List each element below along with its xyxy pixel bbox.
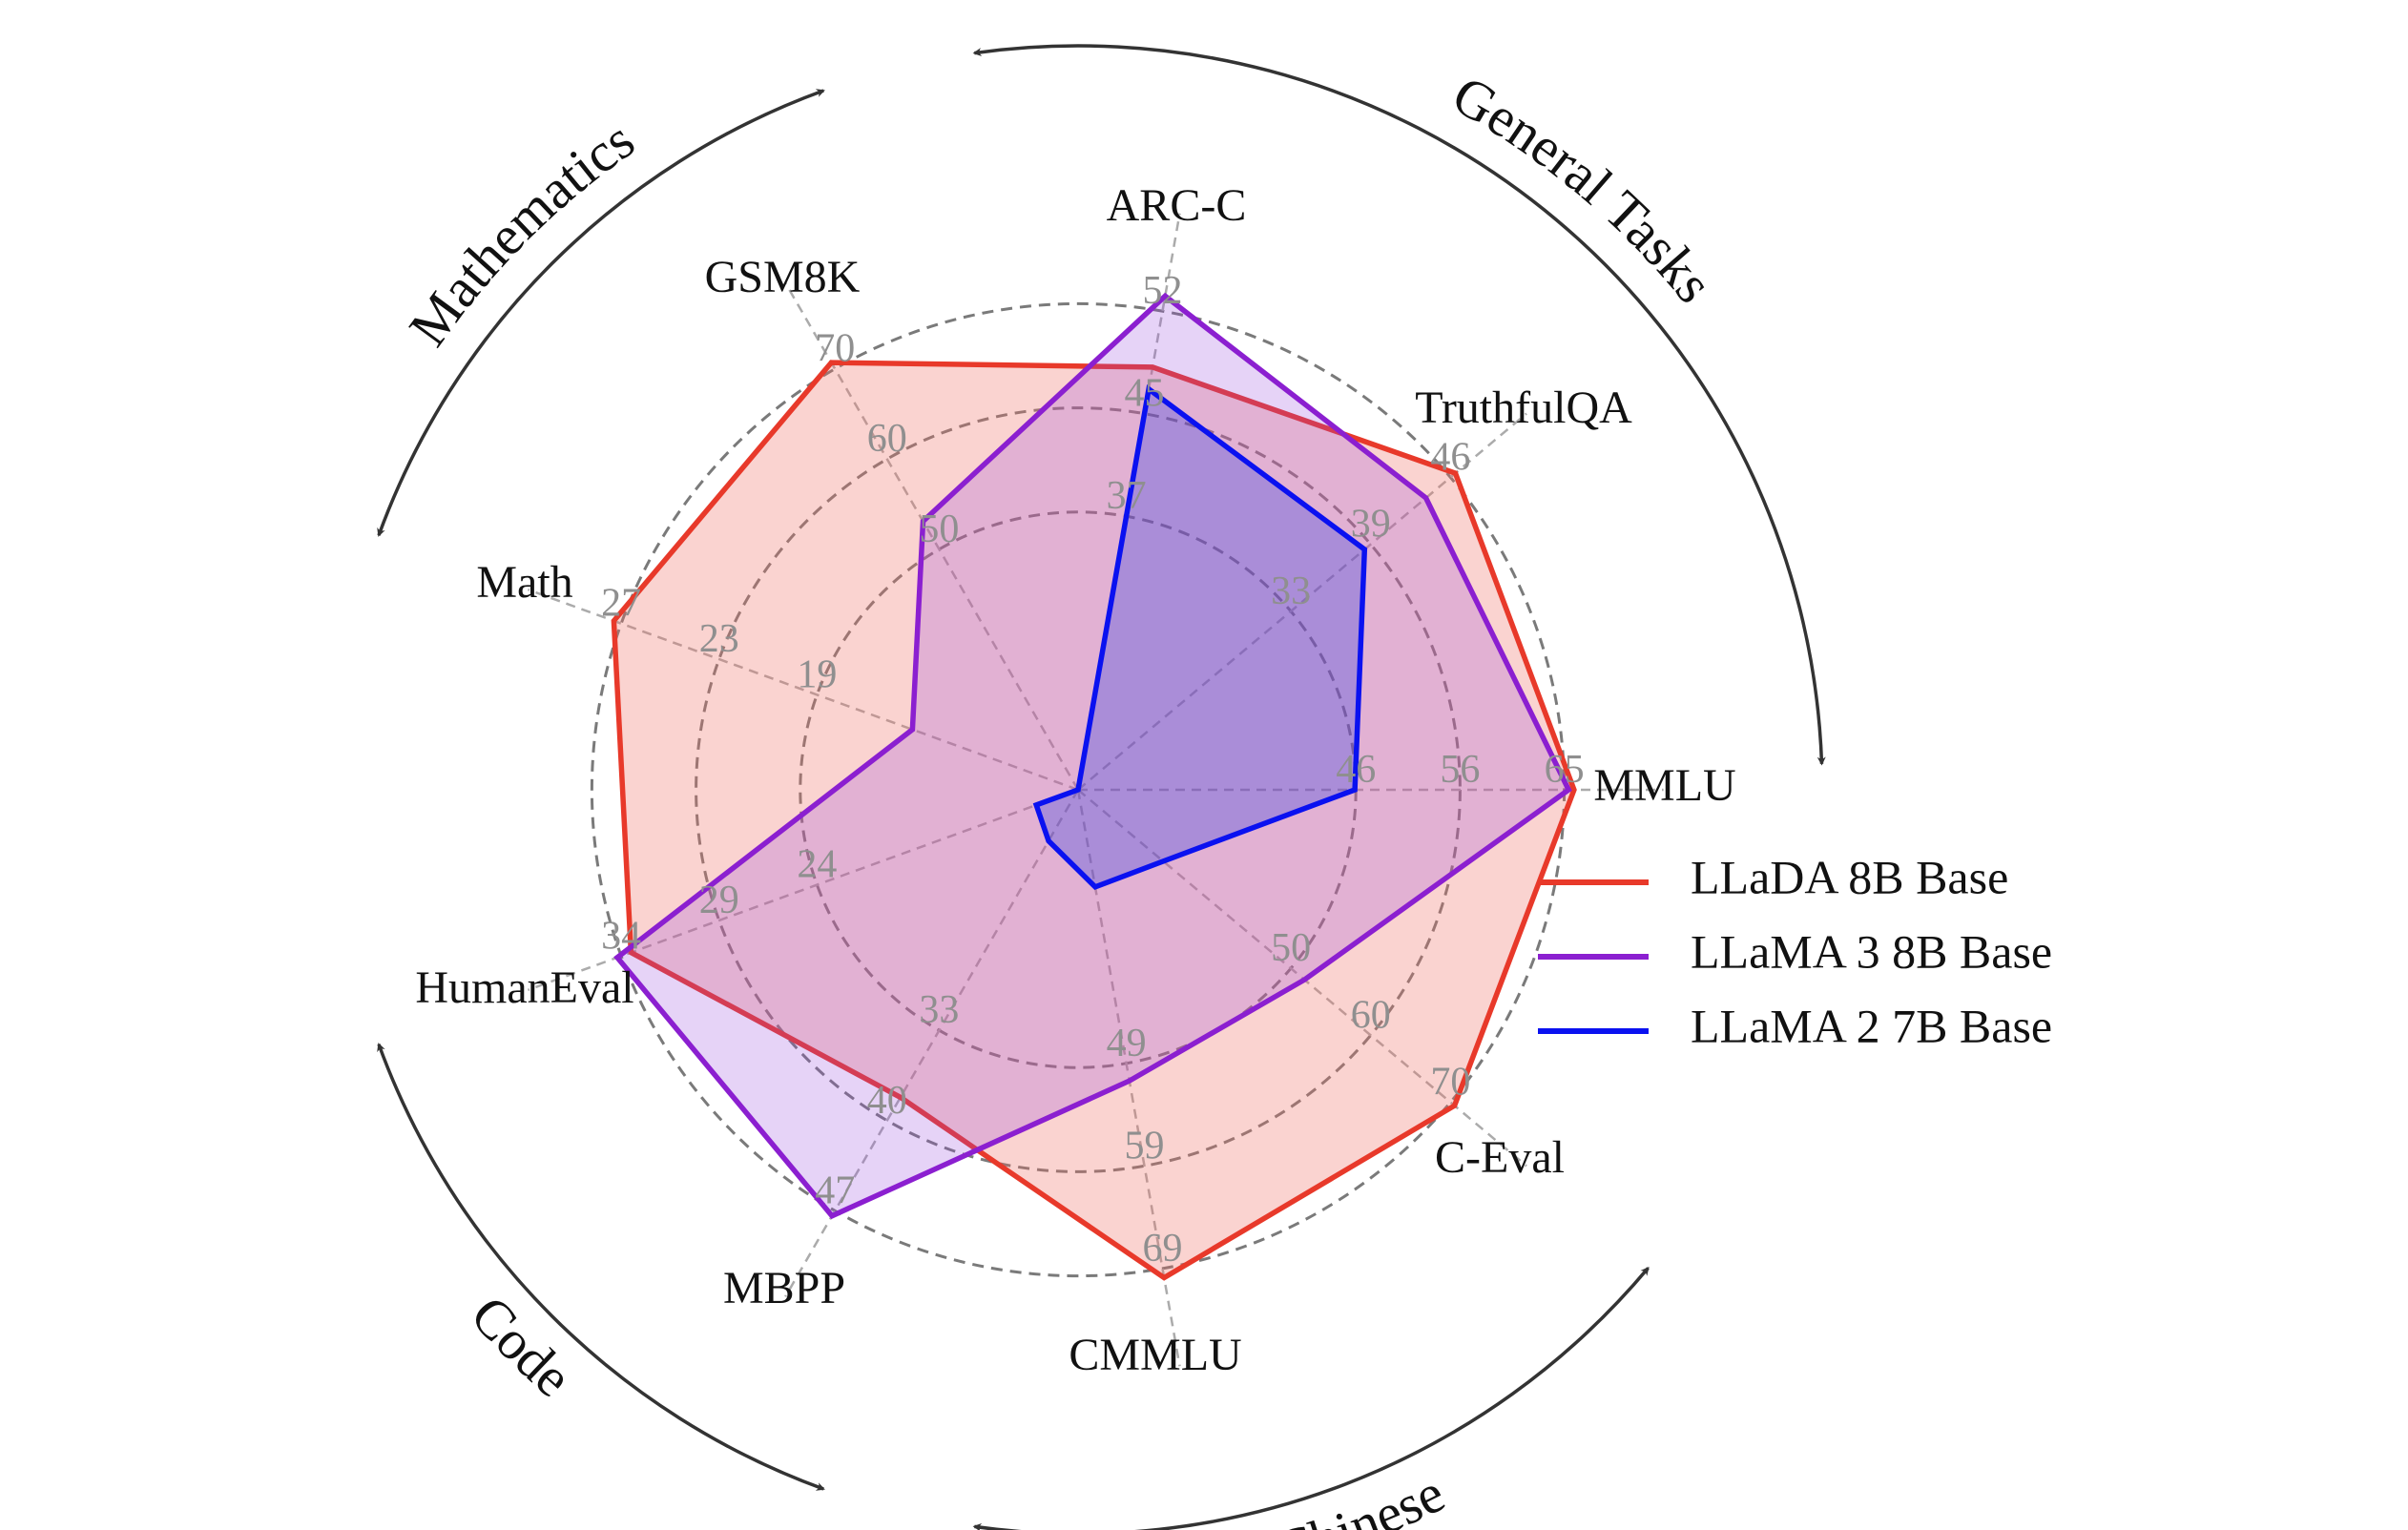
tick-label-humaneval-29: 29 [699, 879, 739, 922]
legend-label: LLaMA 3 8B Base [1691, 924, 2052, 978]
tick-label-gsm8k-70: 70 [815, 327, 855, 371]
legend-item-llada-8b-base: LLaDA 8B Base [1538, 850, 2008, 903]
tick-label-cmmlu-49: 49 [1107, 1022, 1147, 1065]
category-label-mathematics: Mathematics [397, 109, 645, 358]
tick-label-mmlu-56: 56 [1440, 748, 1480, 792]
tick-label-arc-c-45: 45 [1125, 372, 1165, 416]
category-arc-chinese [972, 1267, 1650, 1530]
tick-label-arc-c-37: 37 [1107, 474, 1147, 518]
category-arc-mathematics [377, 89, 825, 537]
tick-label-c-eval-50: 50 [1271, 926, 1311, 970]
tick-label-math-19: 19 [797, 652, 837, 696]
tick-label-cmmlu-59: 59 [1125, 1124, 1165, 1168]
category-arc-general-tasks [972, 44, 1826, 766]
legend-label: LLaMA 2 7B Base [1691, 999, 2052, 1052]
tick-label-math-23: 23 [699, 617, 739, 661]
axis-label-truthfulqa: TruthfulQA [1415, 382, 1632, 433]
axis-label-c-eval: C-Eval [1435, 1132, 1565, 1183]
legend-item-llama-3-8b-base: LLaMA 3 8B Base [1538, 924, 2052, 978]
tick-label-math-27: 27 [601, 582, 641, 626]
category-arc-code [377, 1043, 825, 1491]
tick-label-gsm8k-60: 60 [867, 417, 907, 461]
axis-label-cmmlu: CMMLU [1069, 1330, 1241, 1380]
category-label-code: Code [459, 1284, 584, 1409]
axis-label-humaneval: HumanEval [415, 962, 633, 1013]
axis-label-math: Math [476, 557, 572, 608]
tick-label-mbpp-40: 40 [867, 1079, 907, 1123]
category-label-chinese: Chinese [1269, 1461, 1454, 1530]
tick-label-mmlu-65: 65 [1545, 748, 1585, 792]
tick-label-humaneval-34: 34 [601, 914, 641, 958]
axis-label-mmlu: MMLU [1593, 760, 1735, 811]
tick-label-c-eval-70: 70 [1430, 1061, 1470, 1105]
axis-line-c-eval [1077, 789, 1527, 1168]
legend-item-llama-2-7b-base: LLaMA 2 7B Base [1538, 999, 2052, 1052]
axis-label-arc-c: ARC-C [1107, 180, 1247, 231]
tick-label-c-eval-60: 60 [1351, 993, 1391, 1037]
axis-label-gsm8k: GSM8K [705, 252, 861, 302]
legend: LLaDA 8B Base LLaMA 3 8B Base LLaMA 2 7B B… [1538, 850, 2052, 1052]
tick-label-truthfulqa-39: 39 [1351, 503, 1391, 547]
tick-label-mmlu-46: 46 [1336, 748, 1376, 792]
tick-label-cmmlu-69: 69 [1142, 1227, 1182, 1271]
tick-label-mbpp-47: 47 [815, 1168, 855, 1212]
tick-label-gsm8k-50: 50 [919, 507, 959, 551]
tick-label-mbpp-33: 33 [919, 988, 959, 1032]
tick-label-truthfulqa-33: 33 [1271, 569, 1311, 613]
tick-label-arc-c-52: 52 [1142, 269, 1182, 313]
tick-label-truthfulqa-46: 46 [1430, 435, 1470, 479]
category-label-general-tasks: General Tasks [1443, 63, 1726, 314]
axis-label-mbpp: MBPP [723, 1263, 845, 1313]
tick-label-humaneval-24: 24 [797, 843, 837, 887]
legend-label: LLaDA 8B Base [1691, 850, 2008, 903]
